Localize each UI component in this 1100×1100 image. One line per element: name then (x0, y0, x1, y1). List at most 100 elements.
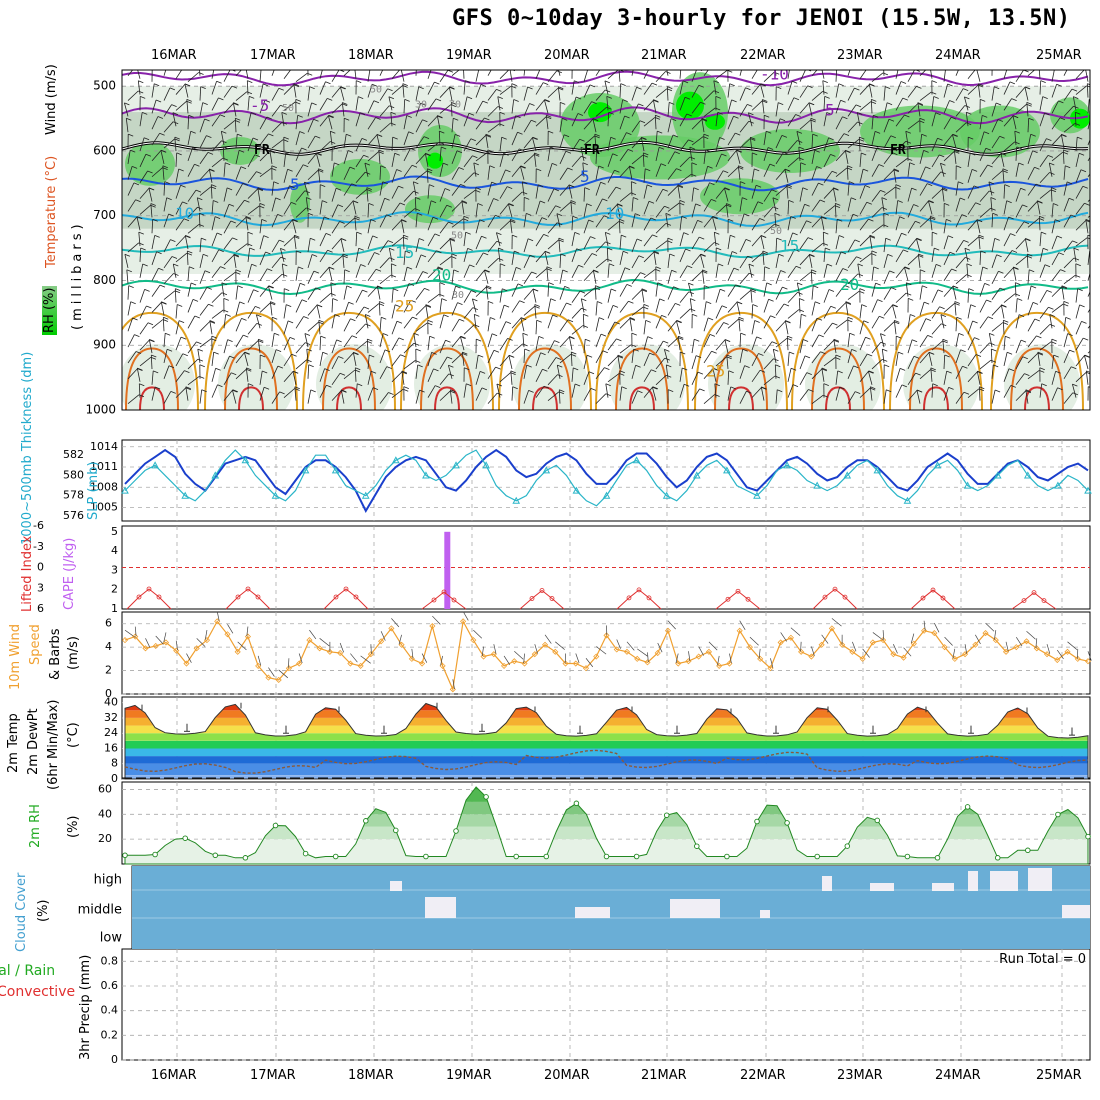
wind-barb-flag (771, 341, 778, 345)
wind-barb-flag (882, 359, 888, 362)
wind-barb (295, 147, 302, 162)
wind-barb-flag (790, 216, 796, 219)
wind-barb-flag (709, 182, 715, 186)
wind-barb (403, 115, 408, 130)
wind-barb-flag (267, 268, 273, 272)
wind-barb-flag (621, 386, 627, 390)
li-marker (1031, 590, 1037, 595)
wind-barb-flag (980, 99, 986, 102)
wind-barb-flag (413, 332, 419, 336)
wind-barb (475, 252, 484, 266)
wind-barb-flag (901, 384, 908, 388)
wind-barb-flag (162, 167, 168, 170)
wind-barb-flag (424, 288, 430, 291)
rh-marker (784, 820, 790, 826)
wind-barb (979, 148, 987, 162)
wind-barb-flag (649, 352, 655, 356)
wind-barb (991, 136, 1000, 149)
li-tick-label: 6 (37, 602, 44, 615)
wind-barb-flag (354, 65, 359, 67)
wind-barb-flag (1084, 355, 1090, 358)
wind-barb-flag (793, 97, 800, 101)
wind-barb (763, 147, 769, 162)
wind-barb (343, 166, 351, 180)
wind-barb-flag (956, 165, 962, 169)
wind-barb (607, 221, 620, 231)
wind-barb-flag (247, 231, 253, 235)
wind-barb (883, 287, 892, 300)
wind-barb-flag (932, 383, 938, 387)
wind-barb-flag (232, 237, 238, 241)
wind-barb (619, 251, 624, 266)
wind-barb (319, 293, 331, 303)
wind-barb (799, 271, 812, 282)
wind-barb (451, 319, 460, 332)
wind-barb-flag (869, 234, 875, 238)
wind-barb (619, 267, 626, 281)
wind-barb-flag (835, 203, 841, 206)
thickness-marker (1023, 471, 1032, 479)
wind-barb (799, 204, 805, 218)
wind-barb-flag (310, 389, 316, 393)
wind-barb (786, 336, 789, 351)
wind-barb-flag (732, 70, 733, 71)
wind-barb (547, 70, 558, 82)
wind-barb-flag (1051, 187, 1057, 190)
li-line (812, 588, 858, 610)
wind-barb (257, 187, 261, 202)
wind-barb-flag (970, 304, 976, 308)
wind-barb-flag (604, 80, 611, 84)
wind-barb-flag (983, 131, 990, 135)
li-line (421, 591, 467, 610)
wind-barb-flag (851, 349, 857, 352)
wind-barb-flag (726, 203, 732, 206)
wind-barb (139, 154, 147, 168)
wind-barb-flag (390, 111, 396, 115)
wind-barb-flag (534, 305, 540, 309)
wind-barb-flag (922, 285, 928, 289)
wind-barb (367, 371, 372, 385)
wind-barb-flag (216, 80, 222, 84)
wind-barb (223, 204, 230, 218)
wind-barb-flag (594, 133, 600, 137)
wind-barb (631, 255, 640, 269)
date-label-bottom: 23MAR (837, 1068, 883, 1083)
wind-barb-flag (709, 334, 716, 337)
wind-barb-flag (326, 384, 332, 388)
wind-barb-flag (956, 316, 962, 320)
wind-barb (799, 314, 802, 329)
wind-barb (223, 220, 232, 234)
wind-barb-flag (158, 267, 164, 271)
wind-barb-flag (1008, 216, 1014, 220)
wind-barb (499, 137, 503, 152)
wind-barb-flag (736, 301, 743, 305)
wind-barb (451, 184, 461, 196)
temp-contour-label-extra: 20 (840, 275, 859, 294)
wind-barb-flag (677, 185, 684, 189)
wind-barb (787, 368, 792, 382)
wind-barb (691, 136, 704, 146)
wind-barb (247, 289, 254, 303)
wind-barb-flag (757, 201, 764, 205)
wind-barb-flag (773, 206, 779, 210)
wind-barb (535, 200, 541, 215)
wind-barb-flag (342, 103, 348, 107)
wind-barb (463, 138, 472, 152)
wind-barb (427, 141, 440, 152)
wind-barb (595, 198, 603, 212)
wind-barb-flag (215, 65, 220, 67)
wind-barb (185, 386, 189, 401)
wind-barb (283, 70, 292, 79)
wind-barb (679, 232, 684, 247)
wind-barb-flag (1080, 169, 1087, 173)
wind-barb-10m (985, 622, 995, 632)
wind-barb-flag (633, 197, 639, 200)
wind-barb-flag (1078, 152, 1085, 156)
wind-barb (607, 321, 616, 335)
wind-barb (571, 367, 574, 382)
wind-barb-flag (1030, 285, 1037, 289)
wind-barb-flag (132, 317, 138, 321)
wind-barb-flag (762, 99, 768, 102)
wind-barb (714, 383, 717, 398)
wind-barb (343, 302, 349, 316)
